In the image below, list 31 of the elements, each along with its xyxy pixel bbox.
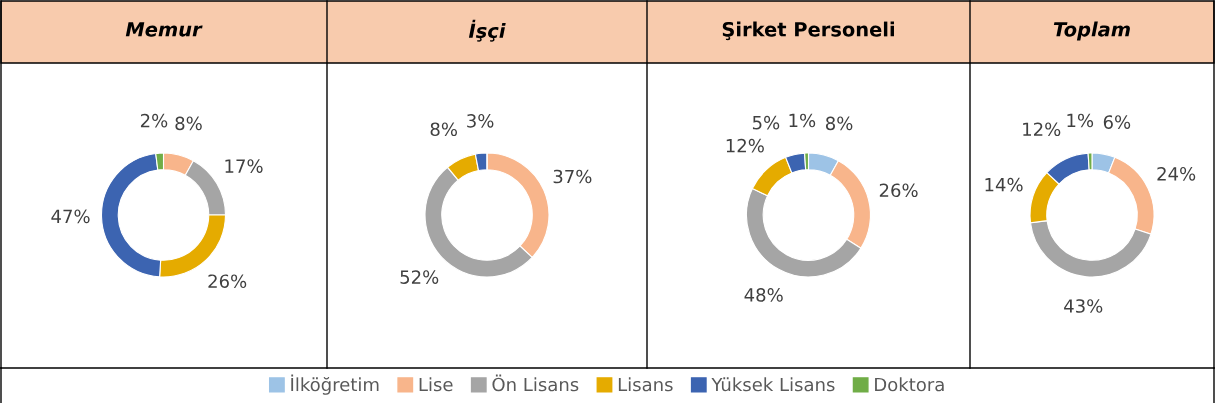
chart-title: Toplam <box>1053 21 1130 41</box>
data-label: 8% <box>430 122 458 137</box>
chart-title: İşçi <box>468 19 506 42</box>
data-label: 14% <box>985 177 1023 192</box>
legend-label: Yüksek Lisans <box>711 377 835 392</box>
data-label: 8% <box>175 116 202 131</box>
data-label: 17% <box>225 159 263 173</box>
data-label: 12% <box>1023 122 1061 137</box>
data-label: 1% <box>789 113 816 128</box>
data-label: 3% <box>467 113 494 128</box>
data-label: 12% <box>726 138 764 153</box>
data-label: 37% <box>553 169 592 184</box>
legend-label: Doktora <box>875 377 944 392</box>
data-label: 6% <box>1103 115 1131 129</box>
data-label: 8% <box>825 116 853 131</box>
data-label: 52% <box>400 270 439 284</box>
chart-title: Şirket Personeli <box>722 21 894 41</box>
legend-label: Lisans <box>618 377 673 392</box>
data-label: 43% <box>1064 299 1103 313</box>
data-label: 26% <box>879 183 918 198</box>
legend-label: Ön Lisans <box>492 374 579 392</box>
data-label: 5% <box>752 115 780 130</box>
data-label: 26% <box>208 274 247 289</box>
data-label: 47% <box>51 209 90 224</box>
data-label: 2% <box>140 113 168 128</box>
data-label: 1% <box>1067 113 1094 128</box>
legend-label: İlköğretim <box>291 374 379 395</box>
data-label: 48% <box>744 288 783 302</box>
chart-title: Memur <box>125 22 203 37</box>
legend-label: Lise <box>419 377 453 392</box>
data-label: 24% <box>1157 166 1196 181</box>
